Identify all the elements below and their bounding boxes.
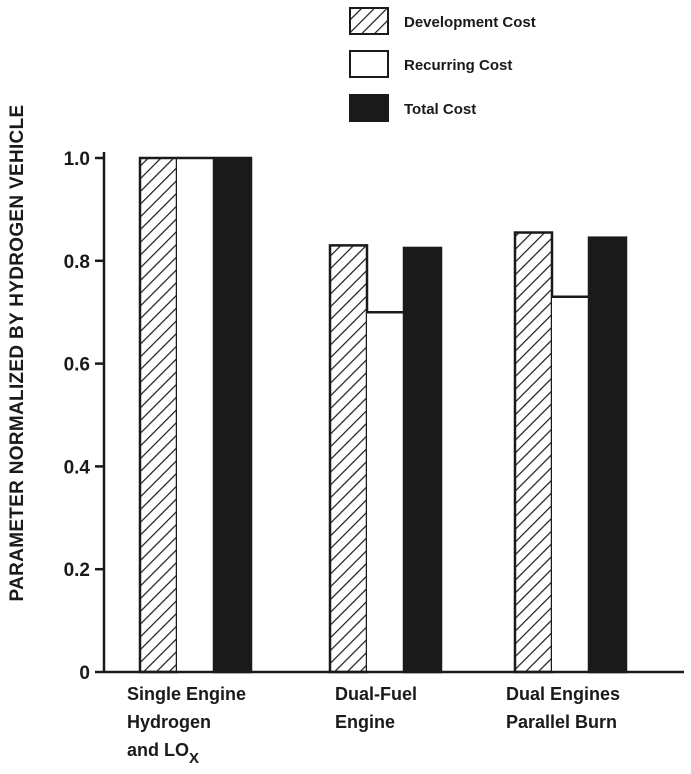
legend-swatch <box>349 94 389 122</box>
bar-development-cost <box>513 231 554 674</box>
legend-swatch <box>349 50 389 78</box>
y-tick-label: 0.2 <box>64 560 90 581</box>
bar-development-cost <box>138 156 179 674</box>
bar-recurring-cost <box>367 312 404 672</box>
legend: Development Cost Recurring Cost Total Cost <box>349 7 536 122</box>
bar-recurring-cost <box>177 158 214 672</box>
x-category-label: Dual Engines <box>506 684 620 704</box>
x-category-label: Engine <box>335 712 395 732</box>
legend-label: Development Cost <box>404 14 536 31</box>
legend-label: Total Cost <box>404 101 476 118</box>
y-tick-label: 0 <box>79 663 90 684</box>
x-category-label: Dual-Fuel <box>335 684 417 704</box>
legend-swatch <box>349 7 389 35</box>
y-tick-label: 0.4 <box>64 457 91 478</box>
y-axis-title: PARAMETER NORMALIZED BY HYDROGEN VEHICLE <box>7 105 28 602</box>
bar-total-cost <box>587 236 628 674</box>
legend-label: Recurring Cost <box>404 57 512 74</box>
bar-development-cost <box>328 244 369 674</box>
x-category-label: Single Engine <box>127 684 246 704</box>
y-tick-label: 0.8 <box>64 252 90 273</box>
x-category-subscript: X <box>189 750 199 767</box>
bars <box>138 156 628 674</box>
x-category-label: and LOX <box>127 740 199 767</box>
bar-recurring-cost <box>552 296 589 672</box>
x-axis: Single Engine Hydrogen and LOX Dual-Fuel Eng… <box>104 670 684 767</box>
y-tick-label: 1.0 <box>64 149 90 170</box>
x-category-label: Parallel Burn <box>506 712 617 732</box>
bar-total-cost <box>402 246 443 674</box>
bar-total-cost <box>212 156 253 674</box>
y-tick-label: 0.6 <box>64 355 90 376</box>
y-axis: 0 0.2 0.4 0.6 0.8 1.0 <box>64 149 106 684</box>
x-category-label: Hydrogen <box>127 712 211 732</box>
